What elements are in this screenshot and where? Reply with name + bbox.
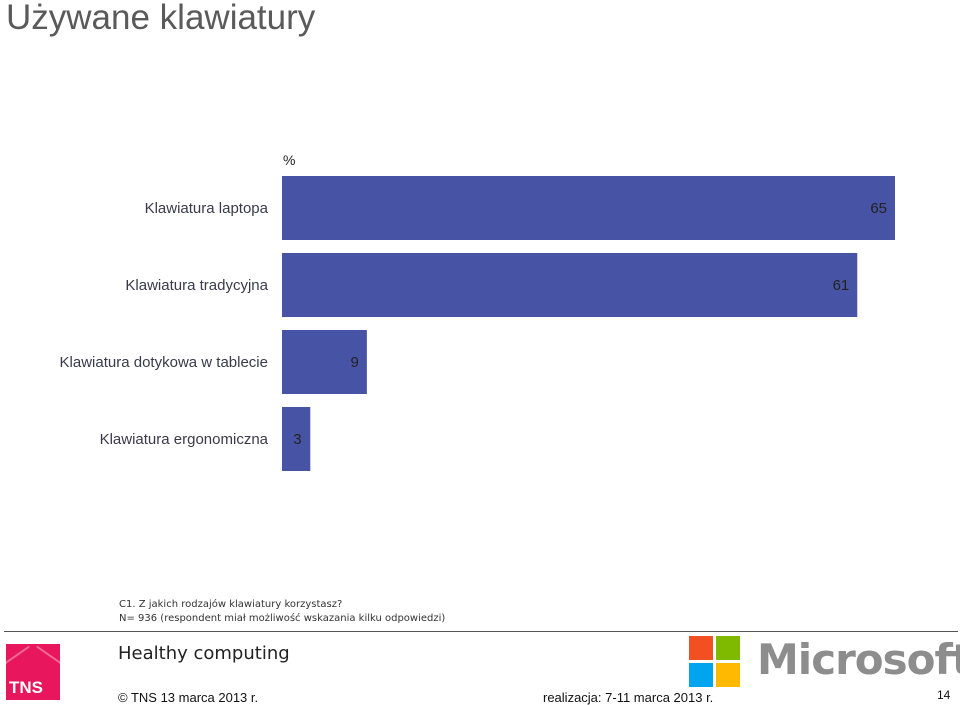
question-text: C1. Z jakich rodzajów klawiatury korzyst…: [119, 599, 343, 610]
value-label: 3: [293, 431, 301, 448]
tns-logo: TNS: [6, 644, 60, 700]
footer-divider: [4, 631, 958, 632]
sample-text: N= 936 (respondent miał możliwość wskaza…: [119, 613, 446, 624]
fieldwork-date: realizacja: 7-11 marca 2013 r.: [543, 690, 714, 705]
microsoft-logo-icon: [689, 636, 741, 688]
tns-logo-text: TNS: [9, 678, 43, 697]
page-title: Używane klawiatury: [6, 0, 316, 37]
category-label: Klawiatura tradycyjna: [125, 277, 268, 294]
bar-chart: Klawiatura laptopa 65 Klawiatura tradycyjn…: [60, 176, 895, 471]
tns-logo-stripe: [6, 645, 30, 665]
unit-label: %: [283, 152, 296, 168]
microsoft-logo-square-red: [689, 636, 713, 660]
value-label: 65: [870, 200, 887, 217]
tns-logo-stripe: [36, 645, 60, 665]
bar-1: [282, 253, 858, 317]
value-label: 61: [833, 277, 850, 294]
microsoft-logo-square-green: [716, 636, 740, 660]
value-label: 9: [351, 354, 359, 371]
microsoft-logo-square-yellow: [716, 663, 740, 687]
bar-0: [282, 176, 895, 240]
copyright-text: © TNS 13 marca 2013 r.: [118, 690, 259, 705]
category-label: Klawiatura ergonomiczna: [100, 431, 269, 448]
category-label: Klawiatura dotykowa w tablecie: [60, 354, 268, 371]
page-number: 14: [937, 688, 951, 702]
microsoft-logo-square-blue: [689, 663, 713, 687]
bar-3: [282, 407, 311, 471]
bar-2: [282, 330, 367, 394]
category-label: Klawiatura laptopa: [145, 200, 269, 217]
microsoft-logo-text: Microsoft: [757, 635, 960, 684]
question-note: C1. Z jakich rodzajów klawiatury korzyst…: [119, 598, 445, 626]
project-name: Healthy computing: [118, 643, 290, 664]
